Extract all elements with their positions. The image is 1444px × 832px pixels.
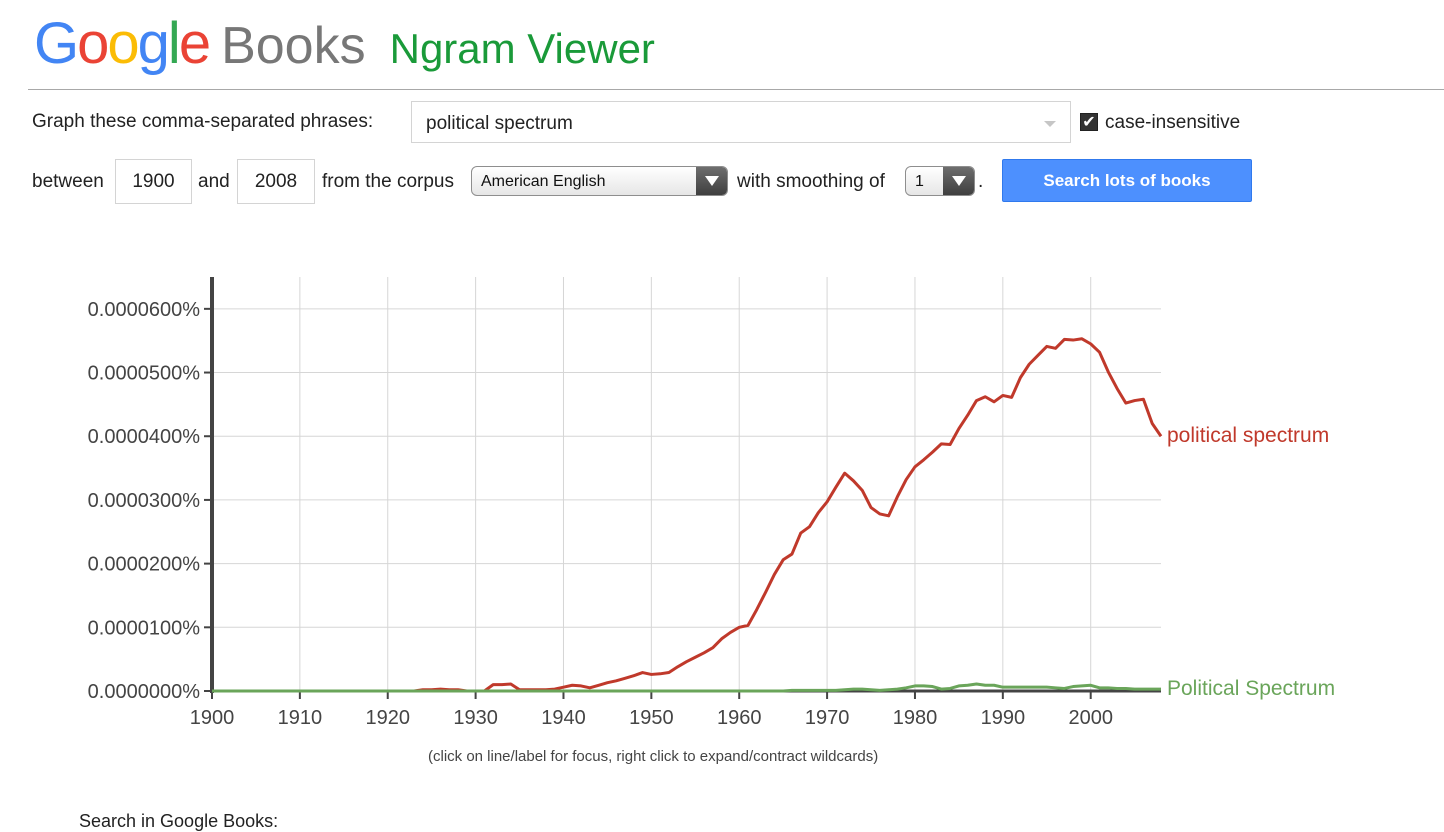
period-text: . [978, 171, 984, 192]
series-line[interactable] [212, 337, 1163, 693]
y-tick-label: 0.0000300% [88, 490, 201, 512]
smoothing-select[interactable]: 1 [905, 166, 975, 196]
x-tick-label: 1900 [190, 707, 235, 729]
start-year-input[interactable]: 1900 [115, 159, 192, 204]
y-tick-label: 0.0000000% [88, 681, 201, 703]
chevron-down-icon[interactable] [943, 167, 974, 195]
x-tick-label: 1920 [365, 707, 410, 729]
x-tick-label: 1930 [453, 707, 498, 729]
phrases-label: Graph these comma-separated phrases: [32, 111, 374, 132]
google-books-logo[interactable]: Google Books Ngram Viewer [34, 10, 655, 82]
logo-letter: g [137, 11, 170, 76]
smoothing-select-value: 1 [915, 173, 924, 190]
chart-hint: (click on line/label for focus, right cl… [428, 748, 879, 765]
corpus-label: from the corpus [322, 171, 454, 192]
logo-letter: e [178, 11, 211, 76]
corpus-select[interactable]: American English [471, 166, 728, 196]
logo-letter: l [167, 11, 181, 76]
search-in-google-books-label: Search in Google Books: [79, 811, 279, 831]
y-tick-label: 0.0000500% [88, 363, 201, 385]
series-label[interactable]: Political Spectrum [1167, 677, 1335, 700]
x-tick-label: 2000 [1068, 707, 1113, 729]
and-label: and [198, 171, 230, 192]
phrases-input-value: political spectrum [426, 113, 573, 134]
header-divider [28, 89, 1444, 90]
series-line[interactable] [212, 682, 1161, 693]
between-label: between [32, 171, 104, 192]
y-tick-label: 0.0000600% [88, 299, 201, 321]
search-lots-of-books-button[interactable]: Search lots of books [1002, 159, 1252, 202]
series-label[interactable]: political spectrum [1167, 424, 1329, 447]
books-wordmark: Books [221, 17, 366, 75]
x-tick-label: 1980 [893, 707, 938, 729]
x-tick-label: 1990 [981, 707, 1026, 729]
logo-letter: G [34, 11, 79, 76]
case-insensitive-label[interactable]: case-insensitive [1105, 112, 1241, 133]
y-tick-label: 0.0000400% [88, 426, 201, 448]
x-tick-label: 1960 [717, 707, 762, 729]
y-tick-label: 0.0000100% [88, 617, 201, 639]
y-tick-label: 0.0000200% [88, 554, 201, 576]
corpus-select-value: American English [481, 173, 606, 190]
dropdown-caret-icon[interactable] [1044, 121, 1056, 127]
logo-letter: o [77, 11, 109, 76]
end-year-input[interactable]: 2008 [237, 159, 315, 204]
ngram-chart: 0.0000000% 0.0000100% 0.0000200% 0.0000300%… [88, 277, 1335, 729]
phrases-input[interactable]: political spectrum [411, 101, 1071, 143]
x-tick-label: 1910 [278, 707, 323, 729]
x-tick-label: 1970 [805, 707, 850, 729]
chevron-down-icon[interactable] [696, 167, 727, 195]
x-tick-label: 1940 [541, 707, 586, 729]
page-title: Ngram Viewer [389, 25, 655, 72]
google-wordmark: Google [34, 10, 211, 77]
smoothing-label: with smoothing of [737, 171, 885, 192]
case-insensitive-checkbox[interactable]: ✔ [1080, 113, 1098, 131]
logo-letter: o [107, 11, 139, 76]
x-tick-label: 1950 [629, 707, 674, 729]
